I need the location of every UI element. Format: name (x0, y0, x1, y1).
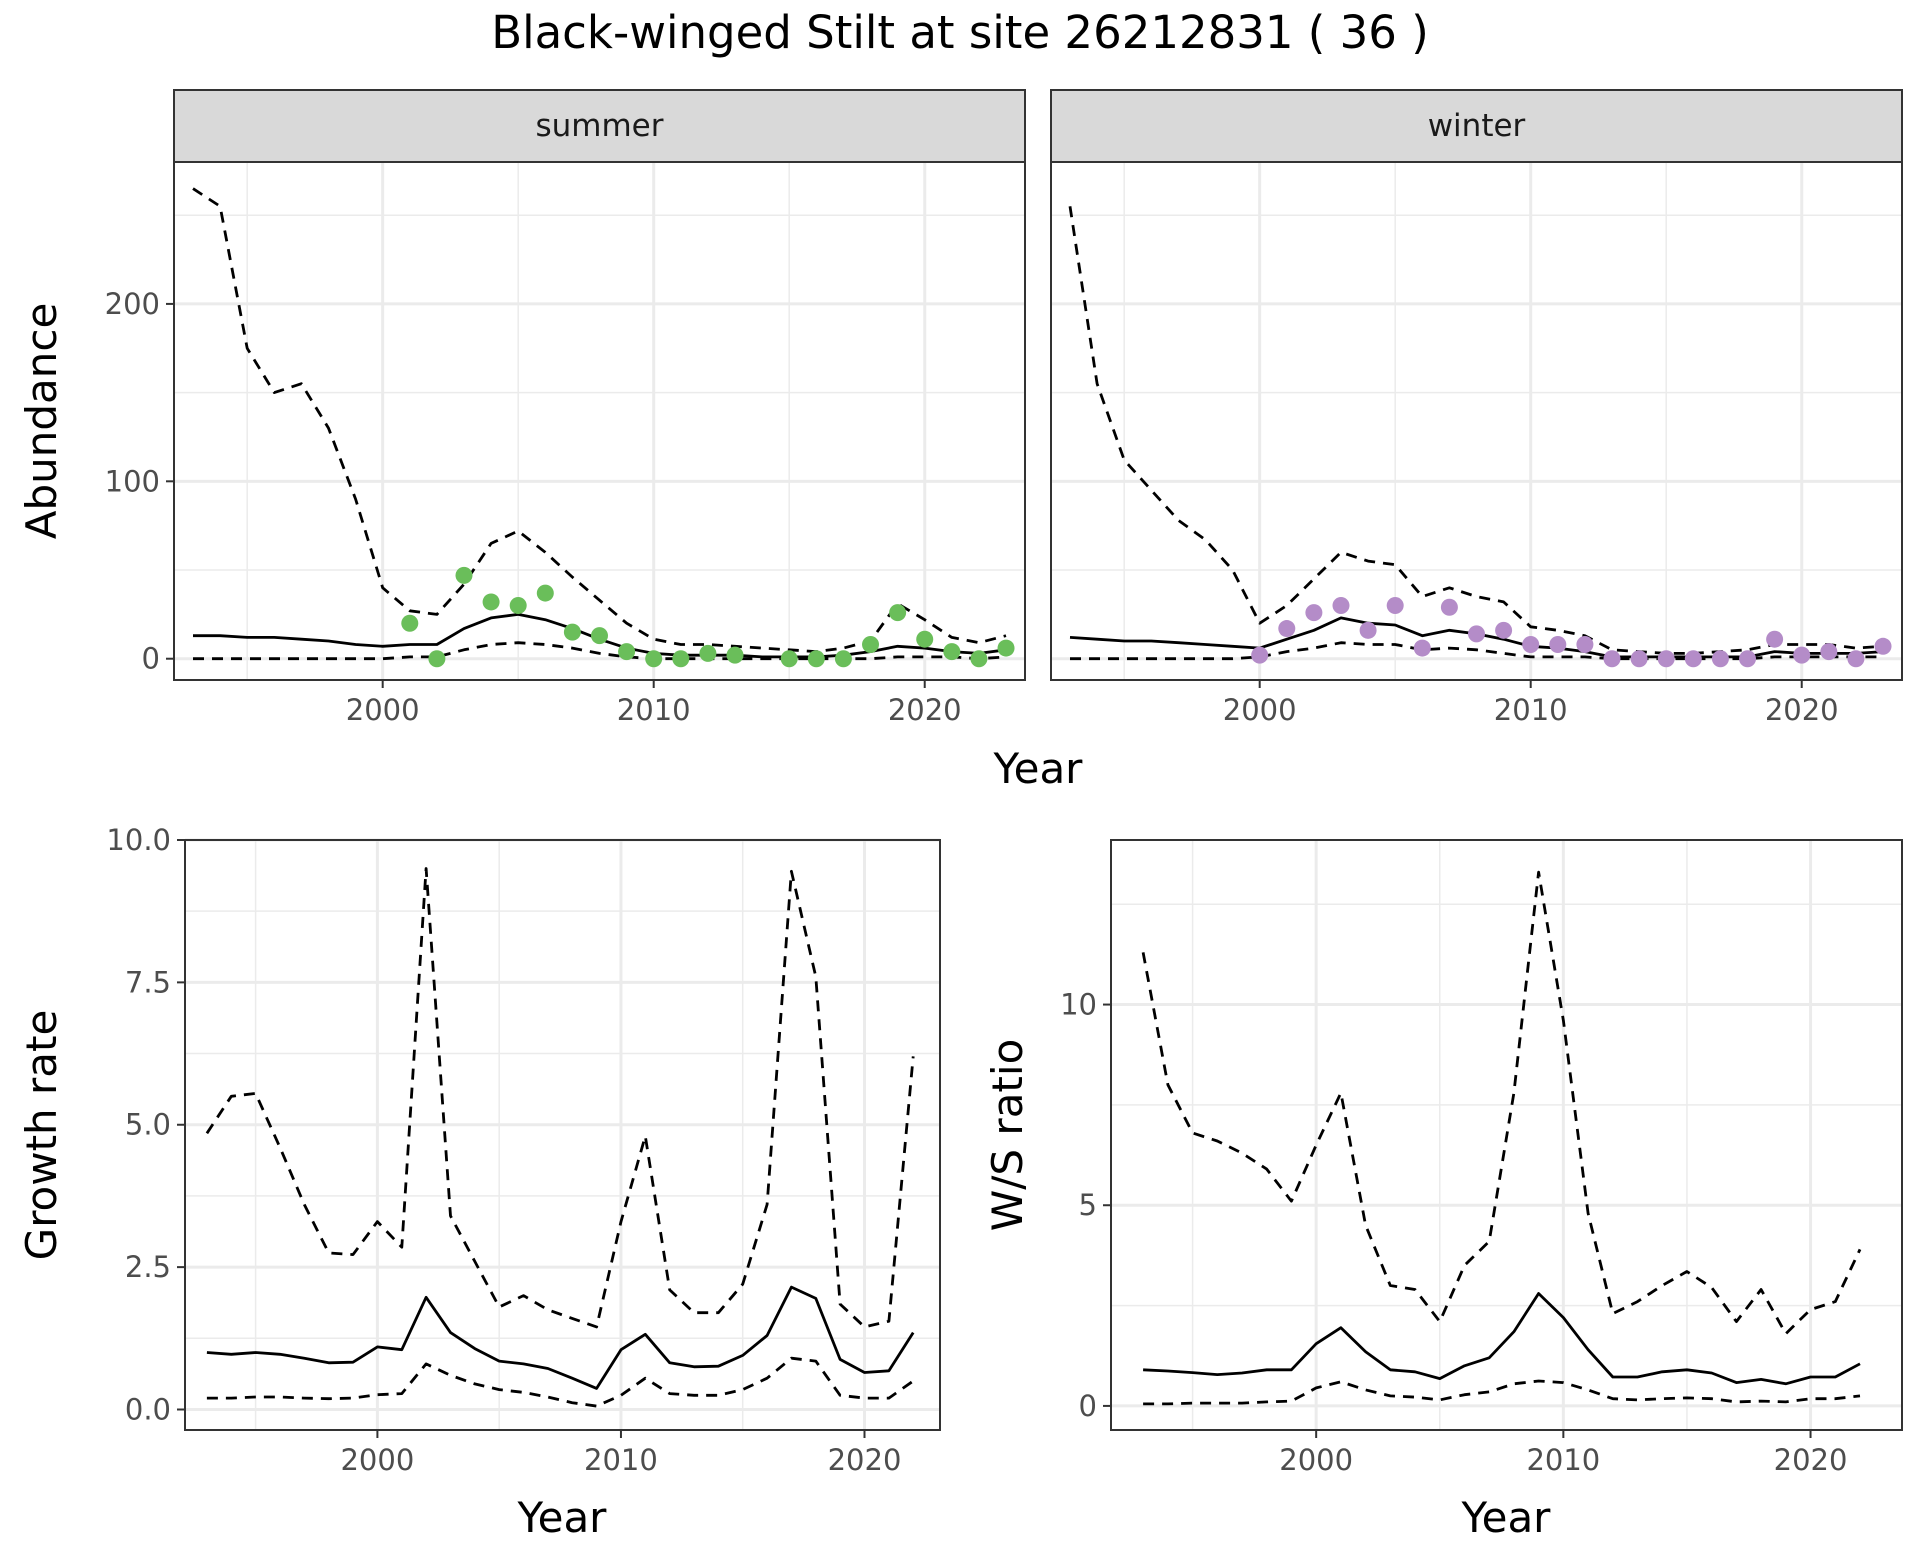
summer-x-tick-label: 2000 (346, 693, 420, 727)
summer-strip-label: summer (535, 108, 663, 144)
winter-observed-point (1576, 636, 1594, 654)
ratio-x-tick-label: 2000 (1279, 1443, 1353, 1477)
summer-observed-point (645, 650, 663, 668)
winter-observed-point (1251, 646, 1269, 664)
winter-observed-point (1440, 598, 1458, 616)
summer-y-tick-label: 200 (105, 287, 160, 321)
summer-observed-point (672, 650, 690, 668)
winter-panel-border (1050, 161, 1903, 681)
summer-lower-line (193, 641, 1007, 661)
summer-observed-point (618, 643, 636, 661)
winter-observed-point (1413, 639, 1431, 657)
winter-upper-line (1068, 206, 1884, 655)
summer-panel-border (173, 161, 1026, 681)
summer-observed-point (591, 627, 608, 645)
growth-y-tick-label: 0.0 (125, 1392, 171, 1426)
winter-observed-point (1766, 630, 1784, 648)
winter-strip-label: winter (1428, 108, 1526, 144)
winter-observed-point (1495, 621, 1513, 639)
growth-y-tick-label: 2.5 (125, 1250, 171, 1284)
summer-upper-line (192, 187, 1007, 653)
summer-observed-point (428, 650, 446, 668)
ratio-estimate-line (1143, 1292, 1861, 1386)
winter-x-tick-label: 2020 (1765, 693, 1839, 727)
winter-observed-point (1468, 625, 1485, 643)
winter-observed-point (1874, 637, 1892, 655)
chart-title: Black-winged Stilt at site 26212831 ( 36… (491, 6, 1429, 59)
winter-observed-point (1386, 596, 1404, 614)
summer-observed-point (862, 636, 880, 654)
summer-observed-point (807, 650, 825, 668)
summer-observed-point (699, 644, 717, 662)
summer-observed-point (726, 646, 744, 664)
ratio-lower-line (1143, 1379, 1861, 1406)
winter-observed-point (1305, 604, 1323, 622)
ratio-panel-border (1110, 839, 1903, 1431)
winter-x-tick-label: 2010 (1494, 693, 1568, 727)
winter-observed-point (1603, 650, 1621, 668)
summer-observed-point (970, 650, 988, 668)
summer-strip (173, 89, 1026, 163)
ratio-y-axis-title: W/S ratio (983, 1039, 1032, 1232)
ratio-x-tick-label: 2020 (1774, 1443, 1848, 1477)
summer-observed-point (401, 614, 419, 632)
summer-x-tick-label: 2020 (888, 693, 962, 727)
summer-observed-point (563, 623, 581, 641)
winter-lower-line (1070, 641, 1883, 661)
growth-x-axis-title: Year (517, 1493, 608, 1542)
ratio-upper-line (1141, 870, 1862, 1336)
summer-observed-point (997, 639, 1015, 657)
summer-observed-point (780, 650, 798, 668)
growth-estimate-line (206, 1285, 915, 1390)
growth-upper-line (205, 867, 915, 1329)
top-y-axis-title: Abundance (17, 303, 66, 540)
summer-observed-point (482, 593, 500, 611)
growth-panel-border (184, 839, 941, 1431)
winter-observed-point (1820, 643, 1838, 661)
winter-observed-point (1657, 650, 1675, 668)
ratio-y-tick-label: 5 (1079, 1188, 1097, 1222)
winter-x-tick-label: 2000 (1223, 693, 1297, 727)
growth-y-axis-title: Growth rate (17, 1010, 66, 1261)
summer-observed-point (509, 596, 527, 614)
growth-x-tick-label: 2000 (340, 1443, 414, 1477)
growth-y-tick-label: 5.0 (125, 1108, 171, 1142)
ratio-x-axis-title: Year (1461, 1493, 1552, 1542)
ratio-y-tick-label: 0 (1079, 1389, 1097, 1423)
summer-observed-point (455, 566, 473, 584)
winter-observed-point (1711, 650, 1729, 668)
winter-observed-point (1630, 650, 1648, 668)
growth-x-tick-label: 2010 (584, 1443, 658, 1477)
growth-y-tick-label: 7.5 (125, 965, 171, 999)
winter-observed-point (1549, 636, 1567, 654)
winter-observed-point (1847, 650, 1865, 668)
growth-lower-line (206, 1356, 915, 1408)
growth-y-tick-label: 10.0 (106, 823, 171, 857)
winter-strip (1050, 89, 1903, 163)
ratio-y-tick-label: 10 (1060, 988, 1097, 1022)
summer-observed-point (536, 584, 554, 602)
growth-x-tick-label: 2020 (828, 1443, 902, 1477)
summer-observed-point (916, 630, 934, 648)
summer-y-tick-label: 0 (142, 642, 160, 676)
winter-observed-point (1332, 596, 1350, 614)
top-x-axis-title: Year (993, 744, 1084, 793)
winter-observed-point (1739, 650, 1757, 668)
summer-observed-point (943, 643, 961, 661)
winter-observed-point (1522, 636, 1540, 654)
winter-observed-point (1793, 646, 1811, 664)
summer-y-tick-label: 100 (105, 464, 160, 498)
ratio-x-tick-label: 2010 (1526, 1443, 1600, 1477)
winter-observed-point (1359, 621, 1377, 639)
summer-observed-point (889, 604, 907, 622)
summer-observed-point (834, 650, 852, 668)
winter-observed-point (1278, 620, 1296, 638)
summer-x-tick-label: 2010 (617, 693, 691, 727)
winter-observed-point (1684, 650, 1702, 668)
